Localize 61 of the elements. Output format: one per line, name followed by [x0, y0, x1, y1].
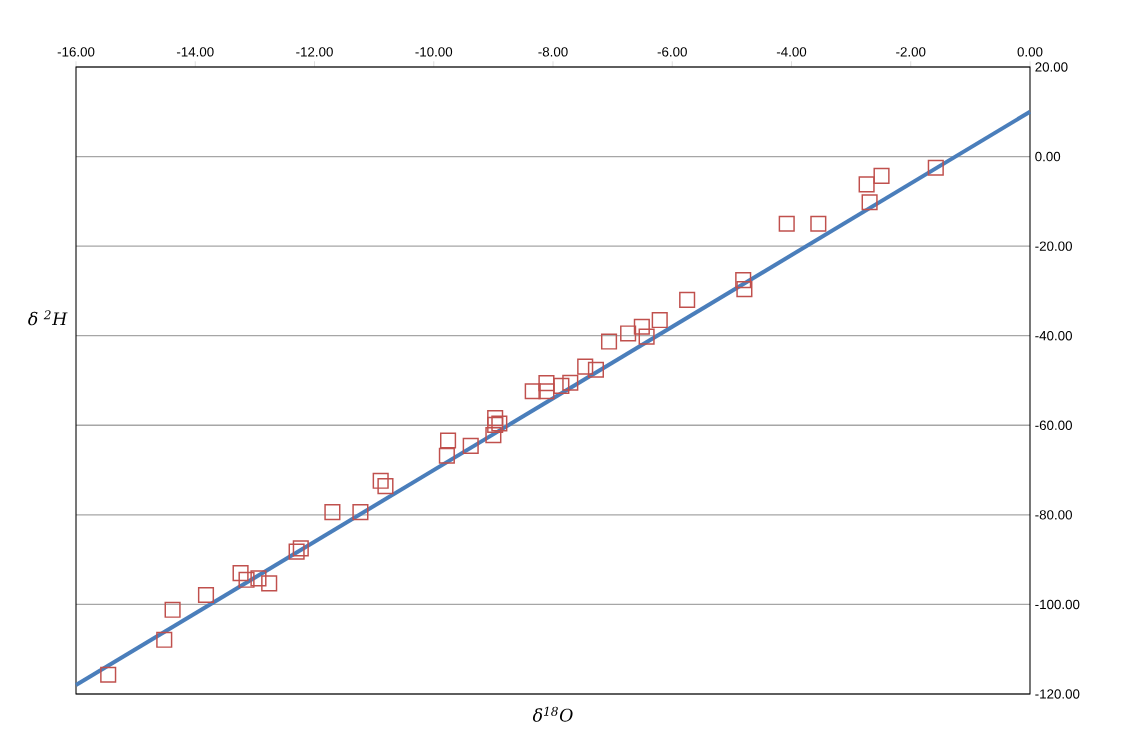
x-tick-label: -10.00: [415, 47, 453, 57]
point: [538, 375, 555, 392]
x-tick-label: 0.00: [1017, 47, 1043, 57]
point: [487, 416, 504, 433]
point: [858, 176, 875, 193]
x-tick-label: -16.00: [57, 47, 95, 57]
point: [288, 543, 305, 560]
point: [861, 194, 878, 211]
point: [736, 281, 753, 298]
point: [873, 167, 890, 184]
y-tick-label: -20.00: [1035, 241, 1072, 251]
y-tick-label: -80.00: [1035, 510, 1072, 520]
y-tick-label: -40.00: [1035, 330, 1072, 341]
x-tick-label: -12.00: [296, 47, 333, 57]
point: [292, 540, 309, 557]
point: [100, 666, 117, 683]
y-tick-label: 20.00: [1035, 62, 1068, 72]
point: [377, 478, 394, 495]
point: [324, 504, 341, 521]
y-tick-label: -120.00: [1035, 689, 1080, 699]
x-axis-title: δ$^{18}$O: [532, 706, 573, 722]
y-axis-title: δ $^{2}$H: [28, 310, 68, 326]
point: [462, 437, 479, 454]
point: [562, 374, 579, 391]
point: [438, 447, 455, 464]
y-tick-label: -100.00: [1035, 599, 1080, 610]
point: [352, 504, 369, 521]
point: [164, 601, 181, 618]
point: [439, 432, 457, 449]
point: [553, 377, 570, 394]
point: [485, 427, 502, 444]
point: [735, 272, 752, 289]
point: [577, 358, 594, 375]
point: [679, 291, 696, 308]
point: [156, 631, 173, 648]
x-tick-label: -2.00: [896, 47, 926, 57]
x-tick-label: -8.00: [538, 47, 568, 57]
y-tick-label: -60.00: [1035, 420, 1072, 430]
point: [487, 410, 504, 427]
point: [197, 586, 215, 604]
point: [372, 472, 389, 489]
point: [538, 383, 555, 400]
point: [232, 564, 249, 582]
point: [238, 571, 255, 588]
y-tick-label: 0.00: [1035, 151, 1061, 162]
point: [620, 325, 637, 342]
point: [587, 361, 605, 378]
x-tick-label: -6.00: [657, 47, 687, 57]
point: [651, 311, 668, 329]
point: [810, 215, 827, 232]
point: [778, 215, 795, 232]
point: [927, 159, 944, 176]
point: [638, 328, 655, 345]
point: [250, 570, 267, 587]
point: [600, 333, 618, 350]
point: [524, 383, 541, 400]
point: [633, 318, 650, 335]
point: [491, 415, 508, 432]
x-tick-label: -4.00: [776, 47, 807, 57]
point: [261, 575, 278, 592]
x-tick-label: -14.00: [176, 47, 214, 57]
